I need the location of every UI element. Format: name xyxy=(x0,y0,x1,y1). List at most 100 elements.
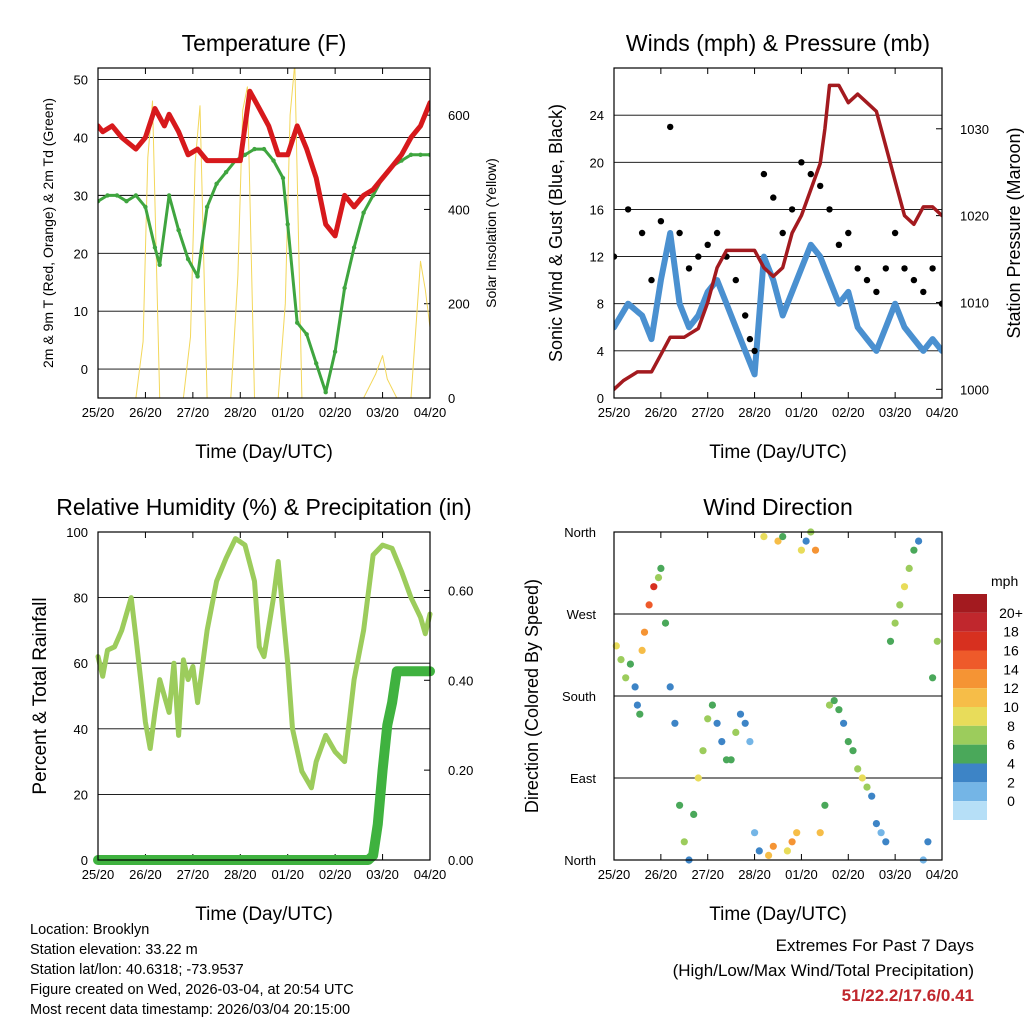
direction-point xyxy=(727,756,735,764)
dewpoint-point xyxy=(408,152,414,157)
station-location: Location: Brooklyn xyxy=(30,922,150,938)
direction-point xyxy=(751,829,759,837)
direction-point xyxy=(924,838,932,846)
y-tick-label: 100 xyxy=(66,525,88,540)
y2-tick-label: 0.40 xyxy=(448,673,473,688)
x-axis-label: Time (Day/UTC) xyxy=(195,442,333,463)
dewpoint-point xyxy=(271,158,276,163)
panel-4: Wind Direction 25/20 26/20 27/20 28/20 01/20 0… xyxy=(522,494,1023,925)
gust-point xyxy=(807,170,814,178)
temperature-line xyxy=(98,88,430,239)
direction-point xyxy=(626,660,635,668)
direction-point xyxy=(854,765,862,773)
direction-point xyxy=(863,783,871,791)
gust-point xyxy=(920,288,927,296)
colorbar-swatch xyxy=(953,669,987,689)
direction-point xyxy=(640,628,649,636)
x-tick-label: 02/20 xyxy=(832,867,865,882)
x-tick-label: 03/20 xyxy=(366,405,399,420)
direction-point xyxy=(896,601,904,609)
panel-3: Relative Humidity (%) & Precipitation (i… xyxy=(30,494,473,925)
extremes-subtitle: (High/Low/Max Wind/Total Precipitation) xyxy=(672,961,974,980)
x-tick-label: 03/20 xyxy=(879,867,912,882)
y-tick-label: 40 xyxy=(74,130,88,145)
direction-point xyxy=(657,564,665,573)
colorbar-swatch xyxy=(953,594,987,613)
direction-point xyxy=(636,710,644,718)
y-tick-label: 20 xyxy=(74,787,88,802)
direction-point xyxy=(797,546,806,554)
colorbar-swatch xyxy=(953,763,987,783)
x-tick-label: 03/20 xyxy=(366,867,399,882)
direction-point xyxy=(882,838,890,846)
colorbar-label: 20+ xyxy=(999,605,1023,621)
colorbar-label: 18 xyxy=(1003,624,1019,640)
direction-point xyxy=(783,847,792,855)
colorbar-swatch xyxy=(953,801,987,820)
panel-2: Winds (mph) & Pressure (mb) 25/20 26/20 27/… xyxy=(546,30,1024,463)
series-group xyxy=(98,68,430,398)
direction-point xyxy=(816,829,824,837)
direction-point xyxy=(704,715,712,723)
direction-point xyxy=(676,801,684,809)
x-tick-label: 26/20 xyxy=(645,405,678,420)
dewpoint-point xyxy=(314,361,319,366)
direction-point xyxy=(872,820,881,828)
colorbar-swatch xyxy=(953,650,987,670)
gust-point xyxy=(657,218,665,225)
direction-point xyxy=(830,697,838,705)
dewpoint-point xyxy=(295,320,300,325)
x-axis-label: Time (Day/UTC) xyxy=(709,904,847,925)
x-tick-label: 04/20 xyxy=(926,405,959,420)
dewpoint-point xyxy=(351,245,357,250)
direction-point xyxy=(929,674,937,682)
gust-point xyxy=(817,182,824,190)
plot-border xyxy=(613,67,943,399)
gust-point xyxy=(901,265,908,272)
precipitation-line xyxy=(93,666,435,865)
gust-point xyxy=(676,229,683,237)
direction-point xyxy=(661,619,670,627)
station-elevation: Station elevation: 33.22 m xyxy=(30,942,198,958)
y2-tick-label: 600 xyxy=(448,108,470,123)
dewpoint-point xyxy=(124,199,129,204)
gust-point xyxy=(648,276,655,284)
colorbar-swatch xyxy=(953,631,987,651)
x-tick-label: 04/20 xyxy=(414,405,447,420)
dewpoint-point xyxy=(195,274,200,279)
gust-point xyxy=(863,276,871,284)
colorbar-label: 16 xyxy=(1003,643,1019,659)
x-tick-label: 28/20 xyxy=(224,405,257,420)
y-tick-label: South xyxy=(562,689,596,704)
direction-point xyxy=(774,537,782,545)
gust-point xyxy=(854,265,861,272)
dewpoint-point xyxy=(252,146,257,152)
direction-point xyxy=(891,619,899,627)
y-tick-label: 16 xyxy=(590,202,604,217)
direction-point xyxy=(633,701,642,709)
gust-point xyxy=(695,253,702,260)
x-axis-label: Time (Day/UTC) xyxy=(709,442,847,463)
dewpoint-point xyxy=(133,193,139,198)
dewpoint-point xyxy=(285,222,290,227)
x-tick-label: 28/20 xyxy=(738,405,771,420)
direction-point xyxy=(793,829,801,837)
y2-tick-label: 0.60 xyxy=(448,583,473,598)
y-tick-label: 30 xyxy=(74,188,88,203)
x-tick-label: 01/20 xyxy=(785,405,818,420)
series-group xyxy=(614,83,942,392)
panel-title: Relative Humidity (%) & Precipitation (i… xyxy=(56,494,471,520)
extremes-title: Extremes For Past 7 Days xyxy=(775,936,974,955)
dewpoint-point xyxy=(304,332,309,337)
direction-point xyxy=(631,683,639,691)
y-tick-label: 60 xyxy=(74,656,88,671)
direction-point xyxy=(840,719,848,727)
gust-point xyxy=(873,288,880,296)
gust-point xyxy=(713,229,721,237)
y2-tick-label: 1030 xyxy=(960,122,989,137)
direction-point xyxy=(760,533,768,541)
pressure-line xyxy=(614,83,942,392)
x-tick-label: 01/20 xyxy=(785,867,818,882)
plot-border xyxy=(97,531,431,861)
